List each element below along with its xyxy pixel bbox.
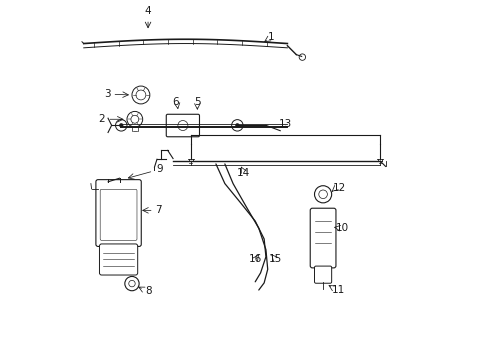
Text: 13: 13: [278, 118, 292, 129]
Text: 8: 8: [145, 287, 152, 296]
Text: 11: 11: [331, 285, 344, 295]
Text: 3: 3: [103, 89, 110, 99]
Text: 10: 10: [335, 223, 348, 233]
Circle shape: [231, 120, 243, 131]
FancyBboxPatch shape: [100, 189, 137, 240]
Text: 12: 12: [332, 183, 345, 193]
Circle shape: [131, 115, 139, 123]
FancyBboxPatch shape: [99, 244, 138, 275]
FancyBboxPatch shape: [309, 208, 335, 268]
Text: 7: 7: [155, 205, 162, 215]
Text: 5: 5: [194, 97, 200, 107]
Circle shape: [136, 90, 145, 100]
Text: 9: 9: [156, 164, 163, 174]
Circle shape: [318, 190, 326, 199]
Text: 15: 15: [269, 254, 282, 264]
Text: 14: 14: [237, 168, 250, 178]
Circle shape: [124, 276, 139, 291]
Circle shape: [235, 123, 239, 127]
Circle shape: [128, 280, 135, 287]
FancyBboxPatch shape: [314, 266, 331, 283]
Text: 2: 2: [98, 114, 105, 124]
Circle shape: [178, 121, 187, 131]
Circle shape: [132, 86, 149, 104]
Circle shape: [127, 111, 142, 127]
Circle shape: [115, 120, 127, 131]
FancyBboxPatch shape: [166, 114, 199, 137]
FancyBboxPatch shape: [96, 180, 141, 247]
Circle shape: [314, 186, 331, 203]
Text: 1: 1: [267, 32, 274, 42]
Text: 6: 6: [172, 97, 179, 107]
Circle shape: [299, 54, 305, 60]
Text: 4: 4: [144, 6, 151, 17]
Text: 16: 16: [248, 254, 261, 264]
Circle shape: [119, 123, 123, 127]
